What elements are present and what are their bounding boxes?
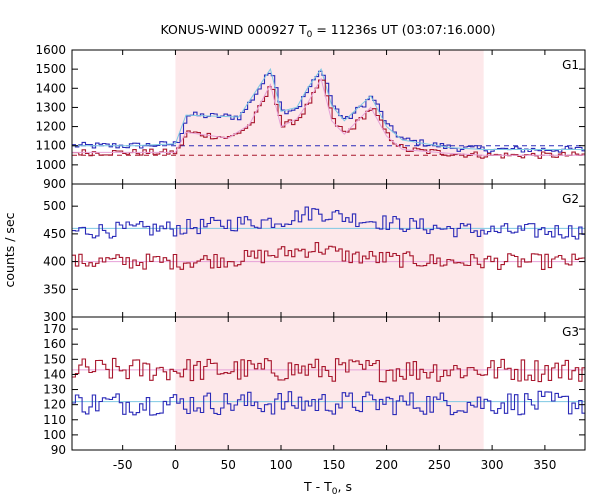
series-line: [72, 357, 585, 383]
panel-frame: [71, 316, 586, 451]
x-tick-label: 350: [533, 458, 556, 472]
y-tick-label: 1200: [35, 120, 66, 134]
smooth-fit: [72, 67, 585, 150]
y-tick-label: 400: [43, 255, 66, 269]
y-tick-label: 1100: [35, 139, 66, 153]
panel-label: G2: [562, 192, 579, 206]
y-tick-label: 450: [43, 227, 66, 241]
y-tick-label: 160: [43, 337, 66, 351]
y-tick-label: 110: [43, 413, 66, 427]
x-tick-label: 100: [270, 458, 293, 472]
series-line: [72, 390, 585, 416]
x-tick-label: 150: [322, 458, 345, 472]
x-tick-label: 0: [172, 458, 180, 472]
highlight-band: [175, 184, 484, 317]
y-tick-label: 1400: [35, 81, 66, 95]
plot-area: 9001000110012001300140015001600G13003504…: [35, 43, 586, 472]
series-line: [72, 242, 585, 270]
y-tick-label: 170: [43, 322, 66, 336]
x-tick-label: -50: [113, 458, 133, 472]
y-tick-label: 1000: [35, 158, 66, 172]
y-tick-label: 900: [43, 177, 66, 191]
x-tick-label: 50: [221, 458, 236, 472]
y-axis-label: counts / sec: [2, 212, 17, 287]
y-tick-label: 350: [43, 282, 66, 296]
highlight-band: [175, 317, 484, 450]
x-axis-label: T - T0, s: [303, 479, 352, 497]
y-tick-label: 130: [43, 383, 66, 397]
y-tick-label: 1500: [35, 62, 66, 76]
y-tick-label: 1600: [35, 43, 66, 57]
chart-title: KONUS-WIND 000927 T0 = 11236s UT (03:07:…: [160, 22, 495, 40]
panel-label: G1: [562, 58, 579, 72]
smooth-fit: [72, 77, 585, 156]
y-tick-label: 500: [43, 199, 66, 213]
x-tick-label: 250: [428, 458, 451, 472]
series-line: [72, 70, 585, 154]
y-tick-label: 90: [51, 443, 66, 457]
y-tick-label: 150: [43, 352, 66, 366]
y-tick-label: 120: [43, 398, 66, 412]
x-tick-label: 300: [481, 458, 504, 472]
y-tick-label: 300: [43, 310, 66, 324]
panel-label: G3: [562, 325, 579, 339]
highlight-band: [175, 50, 484, 184]
x-tick-label: 200: [375, 458, 398, 472]
y-tick-label: 1300: [35, 100, 66, 114]
y-tick-label: 100: [43, 428, 66, 442]
y-tick-label: 140: [43, 367, 66, 381]
series-line: [72, 206, 585, 240]
